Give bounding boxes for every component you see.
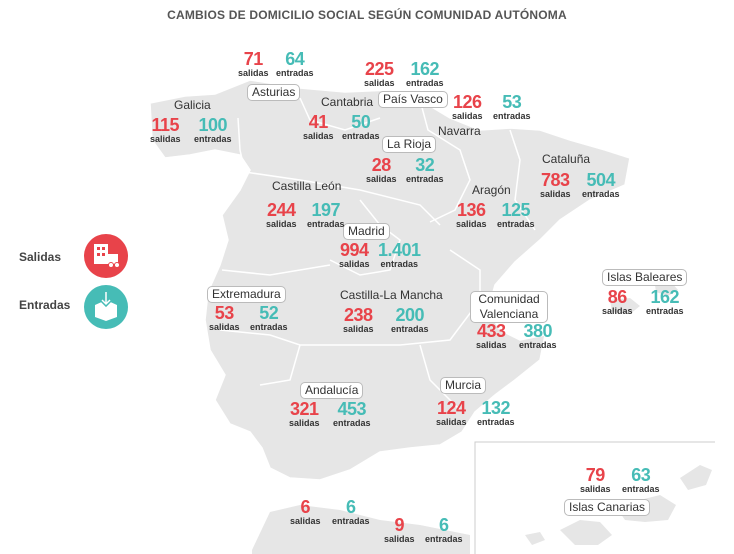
region-name-madrid: Madrid	[343, 223, 390, 240]
canarias-entradas: 63 entradas	[622, 465, 660, 494]
region-name-andalucia: Andalucía	[300, 382, 364, 399]
legend-entradas-label: Entradas	[19, 298, 71, 312]
baleares-entradas: 162 entradas	[646, 287, 684, 316]
region-name-comunidad-valenciana: Comunidad Valenciana	[470, 291, 548, 323]
ceuta-salidas: 6 salidas	[290, 497, 321, 526]
galicia-entradas: 100 entradas	[194, 115, 232, 144]
cantabria-salidas: 41 salidas	[303, 112, 334, 141]
region-name-pais-vasco: País Vasco	[378, 91, 448, 108]
andalucia-salidas: 321 salidas	[289, 399, 320, 428]
region-name-asturias: Asturias	[247, 84, 301, 101]
region-name-cantabria: Cantabria	[321, 95, 374, 109]
region-name-galicia: Galicia	[174, 98, 211, 112]
region-name-baleares: Islas Baleares	[602, 269, 688, 286]
castilla-la-mancha-salidas: 238 salidas	[343, 305, 374, 334]
region-name-aragon: Aragón	[472, 183, 511, 197]
madrid-entradas: 1.401 entradas	[378, 240, 421, 269]
ceuta-entradas: 6 entradas	[332, 497, 370, 526]
pais-vasco-entradas: 162 entradas	[406, 59, 444, 88]
melilla-salidas: 9 salidas	[384, 515, 415, 544]
mainland-shape	[149, 79, 631, 481]
castilla-leon-entradas: 197 entradas	[307, 200, 345, 229]
page-title: CAMBIOS DE DOMICILIO SOCIAL SEGÚN COMUNI…	[167, 8, 567, 22]
castilla-la-mancha-entradas: 200 entradas	[391, 305, 429, 334]
extremadura-entradas: 52 entradas	[250, 303, 288, 332]
canarias-shape	[525, 465, 712, 545]
andalucia-entradas: 453 entradas	[333, 399, 371, 428]
la-rioja-entradas: 32 entradas	[406, 155, 444, 184]
region-borders	[219, 97, 536, 411]
asturias-entradas: 64 entradas	[276, 49, 314, 78]
extremadura-salidas: 53 salidas	[209, 303, 240, 332]
castilla-leon-salidas: 244 salidas	[266, 200, 297, 229]
aragon-salidas: 136 salidas	[456, 200, 487, 229]
region-name-la-rioja: La Rioja	[382, 136, 437, 153]
navarra-entradas: 53 entradas	[493, 92, 531, 121]
africa-shape	[252, 505, 470, 554]
region-name-canarias: Islas Canarias	[564, 499, 651, 516]
cantabria-entradas: 50 entradas	[342, 112, 380, 141]
region-name-castilla-la-mancha: Castilla-La Mancha	[340, 288, 443, 302]
baleares-shape	[610, 298, 640, 314]
region-name-extremadura: Extremadura	[207, 286, 286, 303]
baleares-salidas: 86 salidas	[602, 287, 633, 316]
asturias-salidas: 71 salidas	[238, 49, 269, 78]
aragon-entradas: 125 entradas	[497, 200, 535, 229]
comunidad-valenciana-entradas: 380 entradas	[519, 321, 557, 350]
comunidad-valenciana-salidas: 433 salidas	[476, 321, 507, 350]
madrid-salidas: 994 salidas	[339, 240, 370, 269]
la-rioja-salidas: 28 salidas	[366, 155, 397, 184]
box-arrow-icon	[84, 285, 128, 329]
baleares-shape-2	[655, 283, 678, 296]
murcia-entradas: 132 entradas	[477, 398, 515, 427]
galicia-salidas: 115 salidas	[150, 115, 181, 144]
canarias-salidas: 79 salidas	[580, 465, 611, 494]
navarra-salidas: 126 salidas	[452, 92, 483, 121]
legend-salidas-label: Salidas	[19, 250, 62, 264]
region-name-cataluna: Cataluña	[542, 152, 591, 166]
building-truck-icon	[84, 234, 128, 278]
region-name-navarra: Navarra	[438, 124, 481, 138]
region-name-castilla-leon: Castilla León	[272, 179, 342, 193]
melilla-entradas: 6 entradas	[425, 515, 463, 544]
murcia-salidas: 124 salidas	[436, 398, 467, 427]
inset-frame	[474, 441, 715, 554]
cataluna-salidas: 783 salidas	[540, 170, 571, 199]
cataluna-entradas: 504 entradas	[582, 170, 620, 199]
pais-vasco-salidas: 225 salidas	[364, 59, 395, 88]
region-name-murcia: Murcia	[440, 377, 487, 394]
